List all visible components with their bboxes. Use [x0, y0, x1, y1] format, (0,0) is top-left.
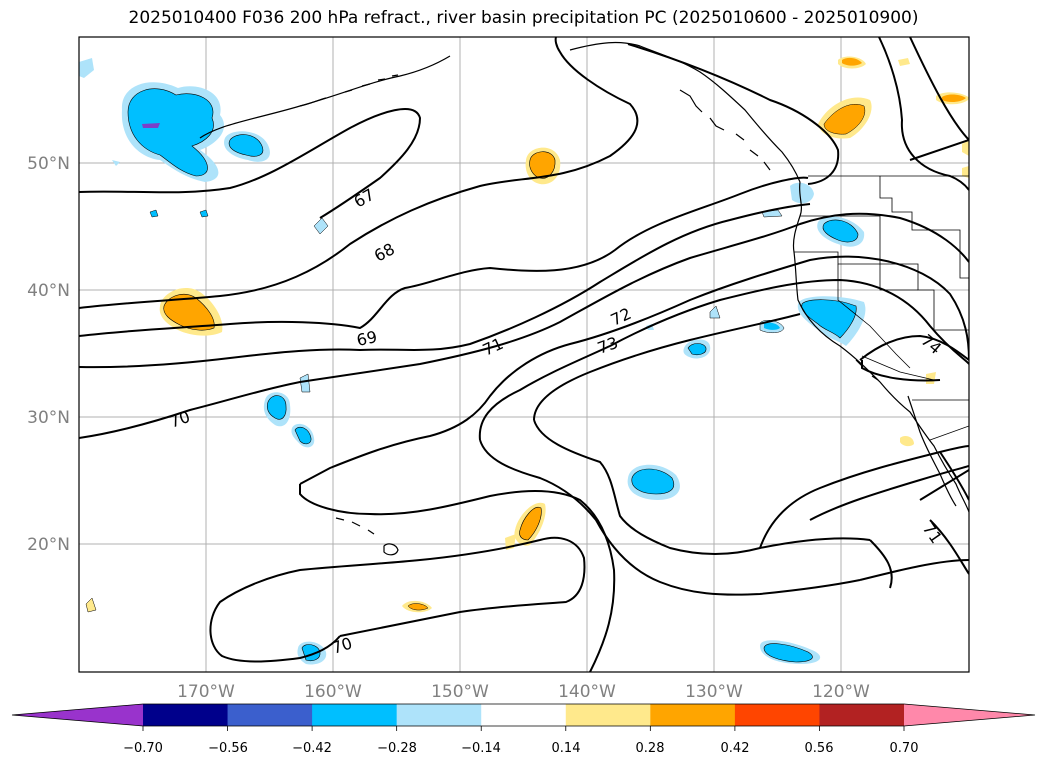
colorbar-tick: −0.42: [292, 741, 332, 756]
colorbar-segment: [565, 704, 651, 726]
political-borders: [794, 175, 969, 441]
colorbar-tick: −0.14: [461, 741, 501, 756]
colorbar-segment: [650, 704, 736, 726]
colorbar-segment: [396, 704, 482, 726]
latitude-labels: 50°N 40°N 30°N 20°N: [27, 154, 70, 555]
colorbar-segment: [481, 704, 567, 726]
map-frame: [78, 36, 970, 673]
lon-label: 120°W: [812, 682, 870, 702]
colorbar-segment: [734, 704, 820, 726]
colorbar-tick: 0.42: [721, 741, 750, 756]
colorbar-segment: [227, 704, 313, 726]
negative-precip-areas: [79, 58, 866, 665]
refractivity-contours: [79, 37, 969, 672]
lat-label: 50°N: [27, 154, 70, 174]
colorbar-tick: −0.56: [208, 741, 248, 756]
lon-label: 160°W: [304, 682, 362, 702]
lon-label: 130°W: [685, 682, 743, 702]
lon-label: 140°W: [558, 682, 616, 702]
colorbar-segment: [819, 704, 905, 726]
colorbar-tick-labels: −0.70 −0.56 −0.42 −0.28 −0.14 0.14 0.28 …: [123, 741, 918, 756]
colorbar-tick: 0.14: [552, 741, 581, 756]
lon-label: 170°W: [177, 682, 235, 702]
lat-label: 20°N: [27, 535, 70, 555]
colorbar-extend-high: [904, 704, 1035, 726]
colorbar: [11, 703, 1036, 731]
positive-precip-areas: [85, 56, 969, 613]
colorbar-extend-low: [12, 704, 143, 726]
longitude-labels: 170°W 160°W 150°W 140°W 130°W 120°W: [177, 682, 870, 702]
coastlines: [199, 41, 969, 556]
colorbar-tick: 0.70: [890, 741, 919, 756]
colorbar-tick: −0.70: [123, 741, 163, 756]
colorbar-tick: 0.56: [805, 741, 834, 756]
colorbar-segment: [143, 704, 229, 726]
lat-label: 30°N: [27, 408, 70, 428]
chart-title: 2025010400 F036 200 hPa refract., river …: [128, 8, 919, 28]
lat-label: 40°N: [27, 281, 70, 301]
colorbar-tick: −0.28: [377, 741, 417, 756]
colorbar-segment: [312, 704, 398, 726]
colorbar-tick: 0.28: [636, 741, 665, 756]
graticule: [79, 37, 969, 672]
contour-label: 69: [355, 327, 379, 350]
lon-label: 150°W: [431, 682, 489, 702]
